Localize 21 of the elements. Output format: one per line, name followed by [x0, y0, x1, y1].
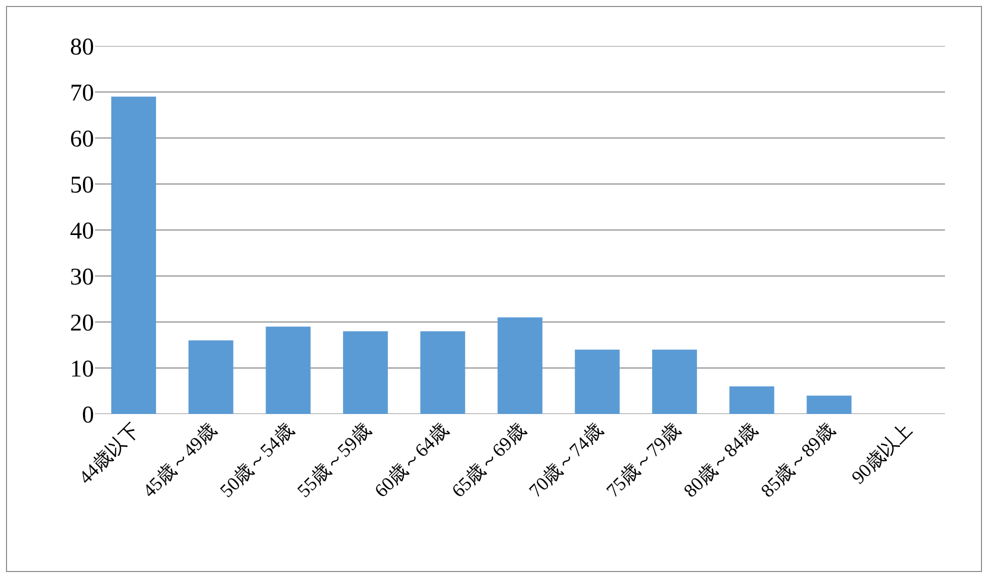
bar: [729, 386, 774, 414]
y-tick-label: 30: [70, 264, 94, 290]
x-tick-label: 45歳～49歳: [139, 420, 222, 502]
bar: [806, 396, 852, 414]
bar: [652, 350, 697, 414]
y-tick-label: 0: [82, 402, 94, 428]
bar: [420, 331, 466, 414]
bar: [498, 317, 542, 414]
y-tick-label: 80: [70, 34, 94, 60]
y-tick-label: 60: [70, 126, 94, 152]
bar: [111, 96, 156, 414]
bar: [188, 340, 234, 414]
bar: [343, 331, 388, 414]
y-tick-label: 10: [70, 356, 94, 382]
bar: [266, 326, 311, 414]
y-tick-label: 50: [70, 172, 94, 198]
x-tick-label: 90歳以上: [848, 420, 917, 488]
bar: [574, 350, 620, 414]
y-tick-label: 40: [70, 218, 94, 244]
y-tick-label: 70: [70, 80, 94, 106]
y-tick-label: 20: [70, 310, 94, 336]
